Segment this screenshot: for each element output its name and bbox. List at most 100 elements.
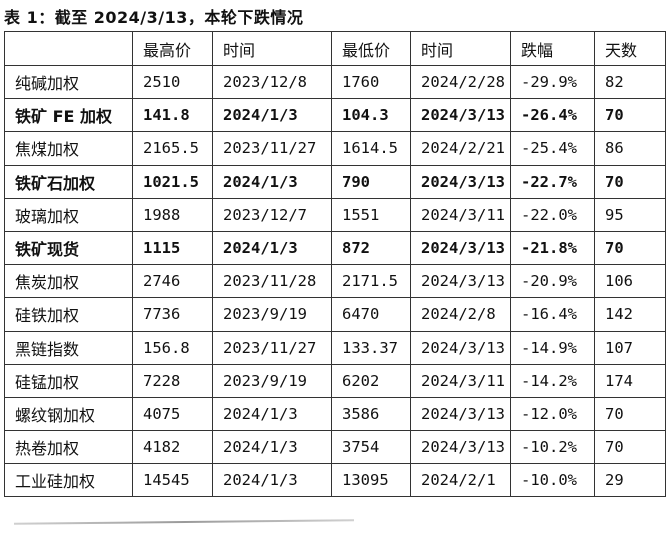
cell-name: 纯碱加权 xyxy=(4,64,133,100)
cell-low-price: 2171.5 xyxy=(331,264,411,299)
cell-days: 70 xyxy=(594,396,666,432)
cell-name: 螺纹钢加权 xyxy=(4,396,133,432)
cell-decline: -20.9% xyxy=(510,264,595,299)
cell-decline: -16.4% xyxy=(510,297,595,332)
cell-decline: -14.9% xyxy=(510,330,595,365)
cell-high-price: 1021.5 xyxy=(132,164,213,199)
cell-low-date: 2024/2/8 xyxy=(410,297,511,332)
cell-decline: -12.0% xyxy=(510,396,595,432)
cell-low-price: 872 xyxy=(331,230,411,266)
table-row: 黑链指数 156.8 2023/11/27 133.37 2024/3/13 -14.9%… xyxy=(4,330,666,365)
cell-decline: -14.2% xyxy=(510,363,595,398)
cell-high-date: 2023/11/27 xyxy=(212,131,332,166)
cell-high-date: 2024/1/3 xyxy=(212,430,332,465)
cell-high-date: 2023/12/8 xyxy=(212,64,332,100)
table-row: 焦煤加权 2165.5 2023/11/27 1614.5 2024/2/21 -25.4… xyxy=(4,131,666,166)
cell-high-date: 2024/1/3 xyxy=(212,230,332,266)
cell-days: 107 xyxy=(594,330,666,365)
table-row: 铁矿现货 1115 2024/1/3 872 2024/3/13 -21.8% 70 xyxy=(4,230,666,266)
cell-days: 174 xyxy=(594,363,666,398)
cell-name: 热卷加权 xyxy=(4,430,133,465)
cell-low-price: 3586 xyxy=(331,396,411,432)
cell-low-price: 133.37 xyxy=(331,330,411,365)
cell-low-date: 2024/3/13 xyxy=(410,330,511,365)
cell-low-date: 2024/2/21 xyxy=(410,131,511,166)
cell-high-date: 2024/1/3 xyxy=(212,98,332,133)
cell-days: 95 xyxy=(594,197,666,232)
header-high-price: 最高价 xyxy=(132,31,213,66)
cell-name: 玻璃加权 xyxy=(4,197,133,232)
cell-high-date: 2023/12/7 xyxy=(212,197,332,232)
cell-decline: -10.0% xyxy=(510,463,595,498)
cell-name: 铁矿 FE 加权 xyxy=(4,98,133,133)
cell-low-price: 6202 xyxy=(331,363,411,398)
cell-high-price: 1115 xyxy=(132,230,213,266)
cell-name: 焦煤加权 xyxy=(4,131,133,166)
cell-high-price: 156.8 xyxy=(132,330,213,365)
cell-days: 70 xyxy=(594,430,666,465)
table-header-row: 最高价 时间 最低价 时间 跌幅 天数 xyxy=(4,31,666,66)
cell-days: 70 xyxy=(594,230,666,266)
cell-high-price: 4075 xyxy=(132,396,213,432)
cell-low-price: 1760 xyxy=(331,64,411,100)
cell-decline: -25.4% xyxy=(510,131,595,166)
cell-high-price: 1988 xyxy=(132,197,213,232)
cell-days: 29 xyxy=(594,463,666,498)
cell-decline: -22.7% xyxy=(510,164,595,199)
header-decline: 跌幅 xyxy=(510,31,595,66)
footer-divider xyxy=(13,519,355,525)
cell-days: 142 xyxy=(594,297,666,332)
cell-days: 86 xyxy=(594,131,666,166)
cell-low-price: 3754 xyxy=(331,430,411,465)
cell-days: 70 xyxy=(594,164,666,199)
cell-high-price: 7736 xyxy=(132,297,213,332)
table-row: 纯碱加权 2510 2023/12/8 1760 2024/2/28 -29.9% 82 xyxy=(4,64,666,100)
table-row: 硅铁加权 7736 2023/9/19 6470 2024/2/8 -16.4% 142 xyxy=(4,297,666,332)
cell-name: 工业硅加权 xyxy=(4,463,133,498)
cell-days: 70 xyxy=(594,98,666,133)
cell-name: 硅锰加权 xyxy=(4,363,133,398)
cell-high-price: 2510 xyxy=(132,64,213,100)
cell-name: 铁矿现货 xyxy=(4,230,133,266)
header-low-date: 时间 xyxy=(410,31,511,66)
cell-low-price: 104.3 xyxy=(331,98,411,133)
cell-high-price: 141.8 xyxy=(132,98,213,133)
cell-low-date: 2024/3/11 xyxy=(410,197,511,232)
cell-low-price: 6470 xyxy=(331,297,411,332)
cell-decline: -26.4% xyxy=(510,98,595,133)
cell-low-date: 2024/3/13 xyxy=(410,164,511,199)
cell-days: 82 xyxy=(594,64,666,100)
cell-low-date: 2024/3/13 xyxy=(410,264,511,299)
cell-low-date: 2024/3/13 xyxy=(410,396,511,432)
cell-low-date: 2024/3/11 xyxy=(410,363,511,398)
table-row: 工业硅加权 14545 2024/1/3 13095 2024/2/1 -10.0% 29 xyxy=(4,463,666,498)
header-days: 天数 xyxy=(594,31,666,66)
cell-name: 黑链指数 xyxy=(4,330,133,365)
cell-low-date: 2024/3/13 xyxy=(410,98,511,133)
cell-days: 106 xyxy=(594,264,666,299)
table-row: 热卷加权 4182 2024/1/3 3754 2024/3/13 -10.2% 70 xyxy=(4,430,666,465)
cell-low-price: 790 xyxy=(331,164,411,199)
cell-low-date: 2024/3/13 xyxy=(410,230,511,266)
cell-low-date: 2024/2/1 xyxy=(410,463,511,498)
table-row: 焦炭加权 2746 2023/11/28 2171.5 2024/3/13 -20.9% 1… xyxy=(4,264,666,299)
cell-high-date: 2024/1/3 xyxy=(212,164,332,199)
cell-name: 硅铁加权 xyxy=(4,297,133,332)
cell-decline: -29.9% xyxy=(510,64,595,100)
decline-table: 最高价 时间 最低价 时间 跌幅 天数 纯碱加权 2510 2023/12/8 1760 2024/… xyxy=(4,31,666,498)
cell-name: 焦炭加权 xyxy=(4,264,133,299)
cell-low-date: 2024/2/28 xyxy=(410,64,511,100)
cell-low-price: 1551 xyxy=(331,197,411,232)
table-row: 铁矿 FE 加权 141.8 2024/1/3 104.3 2024/3/13 -26.4… xyxy=(4,98,666,133)
cell-high-price: 7228 xyxy=(132,363,213,398)
cell-high-price: 14545 xyxy=(132,463,213,498)
header-high-date: 时间 xyxy=(212,31,332,66)
cell-high-price: 2746 xyxy=(132,264,213,299)
cell-low-price: 13095 xyxy=(331,463,411,498)
cell-high-date: 2023/9/19 xyxy=(212,297,332,332)
cell-name: 铁矿石加权 xyxy=(4,164,133,199)
cell-high-date: 2024/1/3 xyxy=(212,396,332,432)
table-row: 玻璃加权 1988 2023/12/7 1551 2024/3/11 -22.0% 95 xyxy=(4,197,666,232)
cell-high-date: 2024/1/3 xyxy=(212,463,332,498)
table-title: 表 1：截至 2024/3/13，本轮下跌情况 xyxy=(4,8,304,27)
